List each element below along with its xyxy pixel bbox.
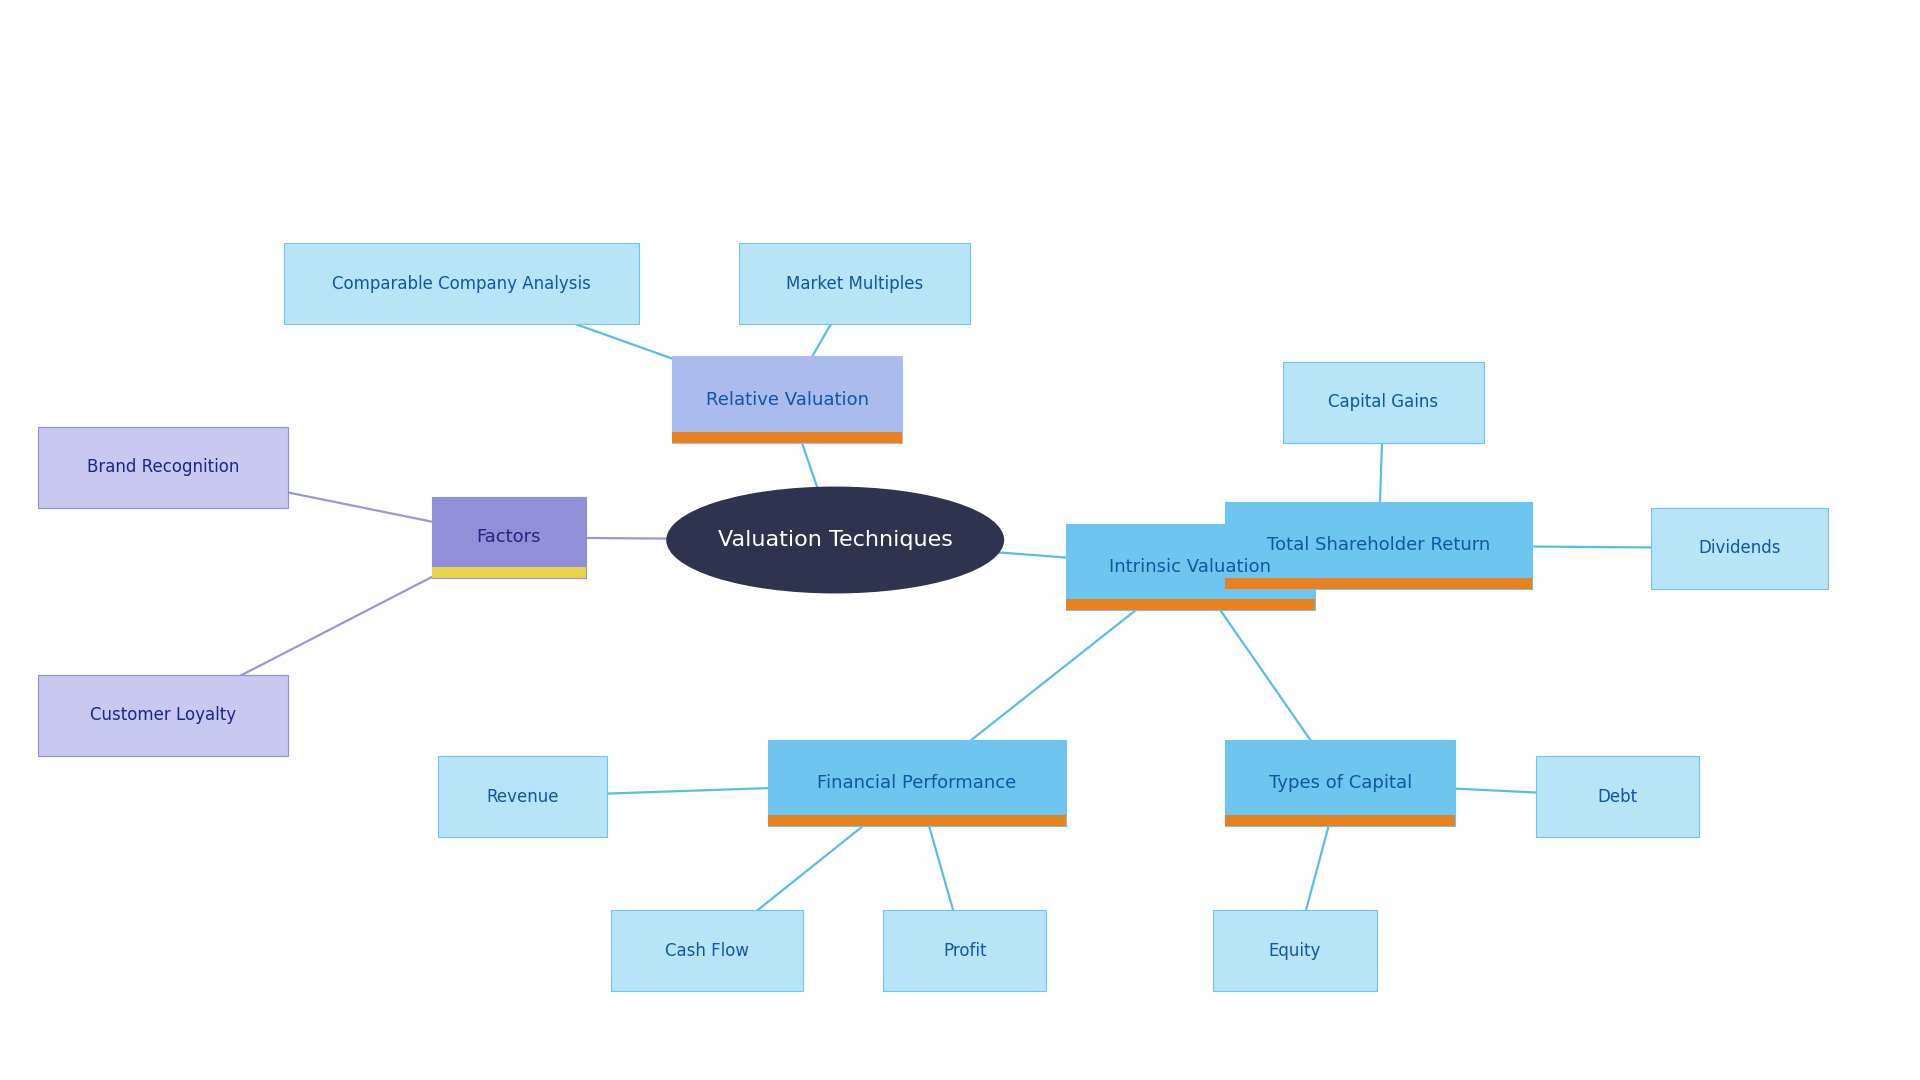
FancyBboxPatch shape — [1225, 740, 1455, 826]
FancyBboxPatch shape — [1066, 524, 1315, 610]
Text: Valuation Techniques: Valuation Techniques — [718, 530, 952, 550]
FancyBboxPatch shape — [768, 815, 1066, 826]
FancyBboxPatch shape — [284, 243, 639, 324]
FancyBboxPatch shape — [883, 910, 1046, 991]
Text: Intrinsic Valuation: Intrinsic Valuation — [1110, 558, 1271, 576]
FancyBboxPatch shape — [768, 740, 1066, 826]
FancyBboxPatch shape — [432, 567, 586, 578]
Text: Total Shareholder Return: Total Shareholder Return — [1267, 537, 1490, 554]
FancyBboxPatch shape — [1651, 508, 1828, 589]
FancyBboxPatch shape — [672, 356, 902, 443]
Text: Relative Valuation: Relative Valuation — [707, 391, 868, 408]
Text: Debt: Debt — [1597, 787, 1638, 806]
FancyBboxPatch shape — [1225, 578, 1532, 589]
FancyBboxPatch shape — [1225, 502, 1532, 589]
Text: Brand Recognition: Brand Recognition — [86, 458, 240, 476]
FancyBboxPatch shape — [1066, 599, 1315, 610]
FancyBboxPatch shape — [1225, 815, 1455, 826]
Text: Customer Loyalty: Customer Loyalty — [90, 706, 236, 725]
FancyBboxPatch shape — [432, 497, 586, 578]
Text: Factors: Factors — [476, 528, 541, 546]
Text: Comparable Company Analysis: Comparable Company Analysis — [332, 274, 591, 293]
Text: Profit: Profit — [943, 942, 987, 960]
Text: Market Multiples: Market Multiples — [785, 274, 924, 293]
FancyBboxPatch shape — [1283, 362, 1484, 443]
FancyBboxPatch shape — [672, 432, 902, 443]
FancyBboxPatch shape — [38, 427, 288, 508]
FancyBboxPatch shape — [1213, 910, 1377, 991]
Text: Types of Capital: Types of Capital — [1269, 774, 1411, 792]
Text: Dividends: Dividends — [1699, 539, 1780, 557]
Text: Revenue: Revenue — [486, 787, 559, 806]
FancyBboxPatch shape — [611, 910, 803, 991]
Text: Cash Flow: Cash Flow — [664, 942, 749, 960]
FancyBboxPatch shape — [1536, 756, 1699, 837]
Ellipse shape — [666, 486, 1004, 594]
FancyBboxPatch shape — [438, 756, 607, 837]
Text: Capital Gains: Capital Gains — [1329, 393, 1438, 411]
Text: Equity: Equity — [1269, 942, 1321, 960]
FancyBboxPatch shape — [739, 243, 970, 324]
Text: Financial Performance: Financial Performance — [818, 774, 1016, 792]
FancyBboxPatch shape — [38, 675, 288, 756]
